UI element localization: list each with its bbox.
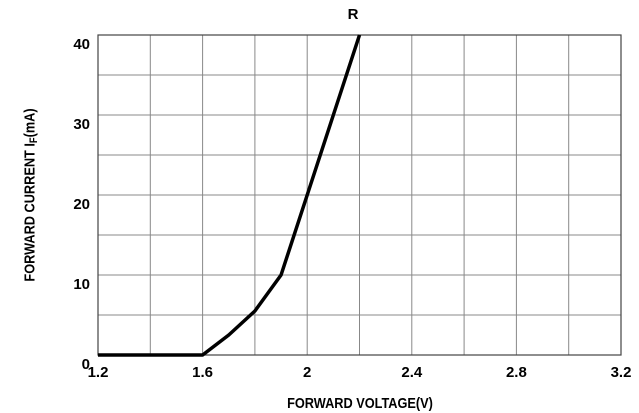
x-tick-label: 2.8 bbox=[506, 364, 527, 381]
y-tick-label: 10 bbox=[73, 276, 90, 293]
x-tick-label: 3.2 bbox=[611, 364, 632, 381]
x-tick-label: 2 bbox=[303, 364, 311, 381]
x-tick-label: 2.4 bbox=[401, 364, 423, 381]
y-tick-label: 30 bbox=[73, 116, 90, 133]
y-tick-label: 20 bbox=[73, 196, 90, 213]
x-axis-label: FORWARD VOLTAGE(V) bbox=[287, 394, 433, 411]
x-tick-label: 1.2 bbox=[88, 364, 109, 381]
chart-title: R bbox=[348, 6, 359, 23]
data-line bbox=[98, 34, 362, 357]
y-tick-label: 40 bbox=[73, 36, 90, 53]
y-axis-label-part: FORWARD CURRENT I bbox=[20, 143, 37, 281]
x-tick-label: 1.6 bbox=[192, 364, 213, 381]
y-axis-label-part: (mA) bbox=[20, 108, 37, 137]
y-axis-label: FORWARD CURRENT IF(mA) bbox=[20, 108, 40, 281]
y-tick-label: 0 bbox=[82, 356, 90, 373]
y-axis-label-sub: F bbox=[28, 137, 40, 143]
